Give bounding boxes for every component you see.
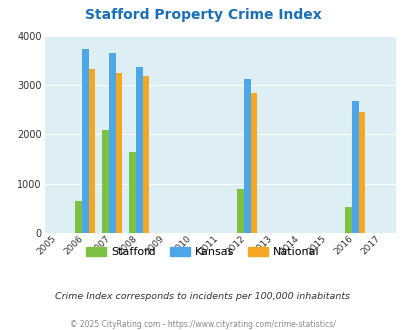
Bar <box>237 189 243 233</box>
Text: Stafford Property Crime Index: Stafford Property Crime Index <box>84 8 321 22</box>
Bar <box>115 73 122 233</box>
Bar <box>136 67 142 233</box>
Bar <box>351 101 358 233</box>
Legend: Stafford, Kansas, National: Stafford, Kansas, National <box>81 242 324 262</box>
Bar <box>88 69 95 233</box>
Bar <box>142 76 149 233</box>
Bar <box>129 152 136 233</box>
Bar <box>358 112 364 233</box>
Bar <box>102 130 109 233</box>
Bar <box>81 49 88 233</box>
Bar <box>75 201 81 233</box>
Bar <box>250 93 257 233</box>
Text: © 2025 CityRating.com - https://www.cityrating.com/crime-statistics/: © 2025 CityRating.com - https://www.city… <box>70 320 335 329</box>
Bar <box>109 53 115 233</box>
Bar <box>344 207 351 233</box>
Text: Crime Index corresponds to incidents per 100,000 inhabitants: Crime Index corresponds to incidents per… <box>55 292 350 301</box>
Bar <box>243 79 250 233</box>
